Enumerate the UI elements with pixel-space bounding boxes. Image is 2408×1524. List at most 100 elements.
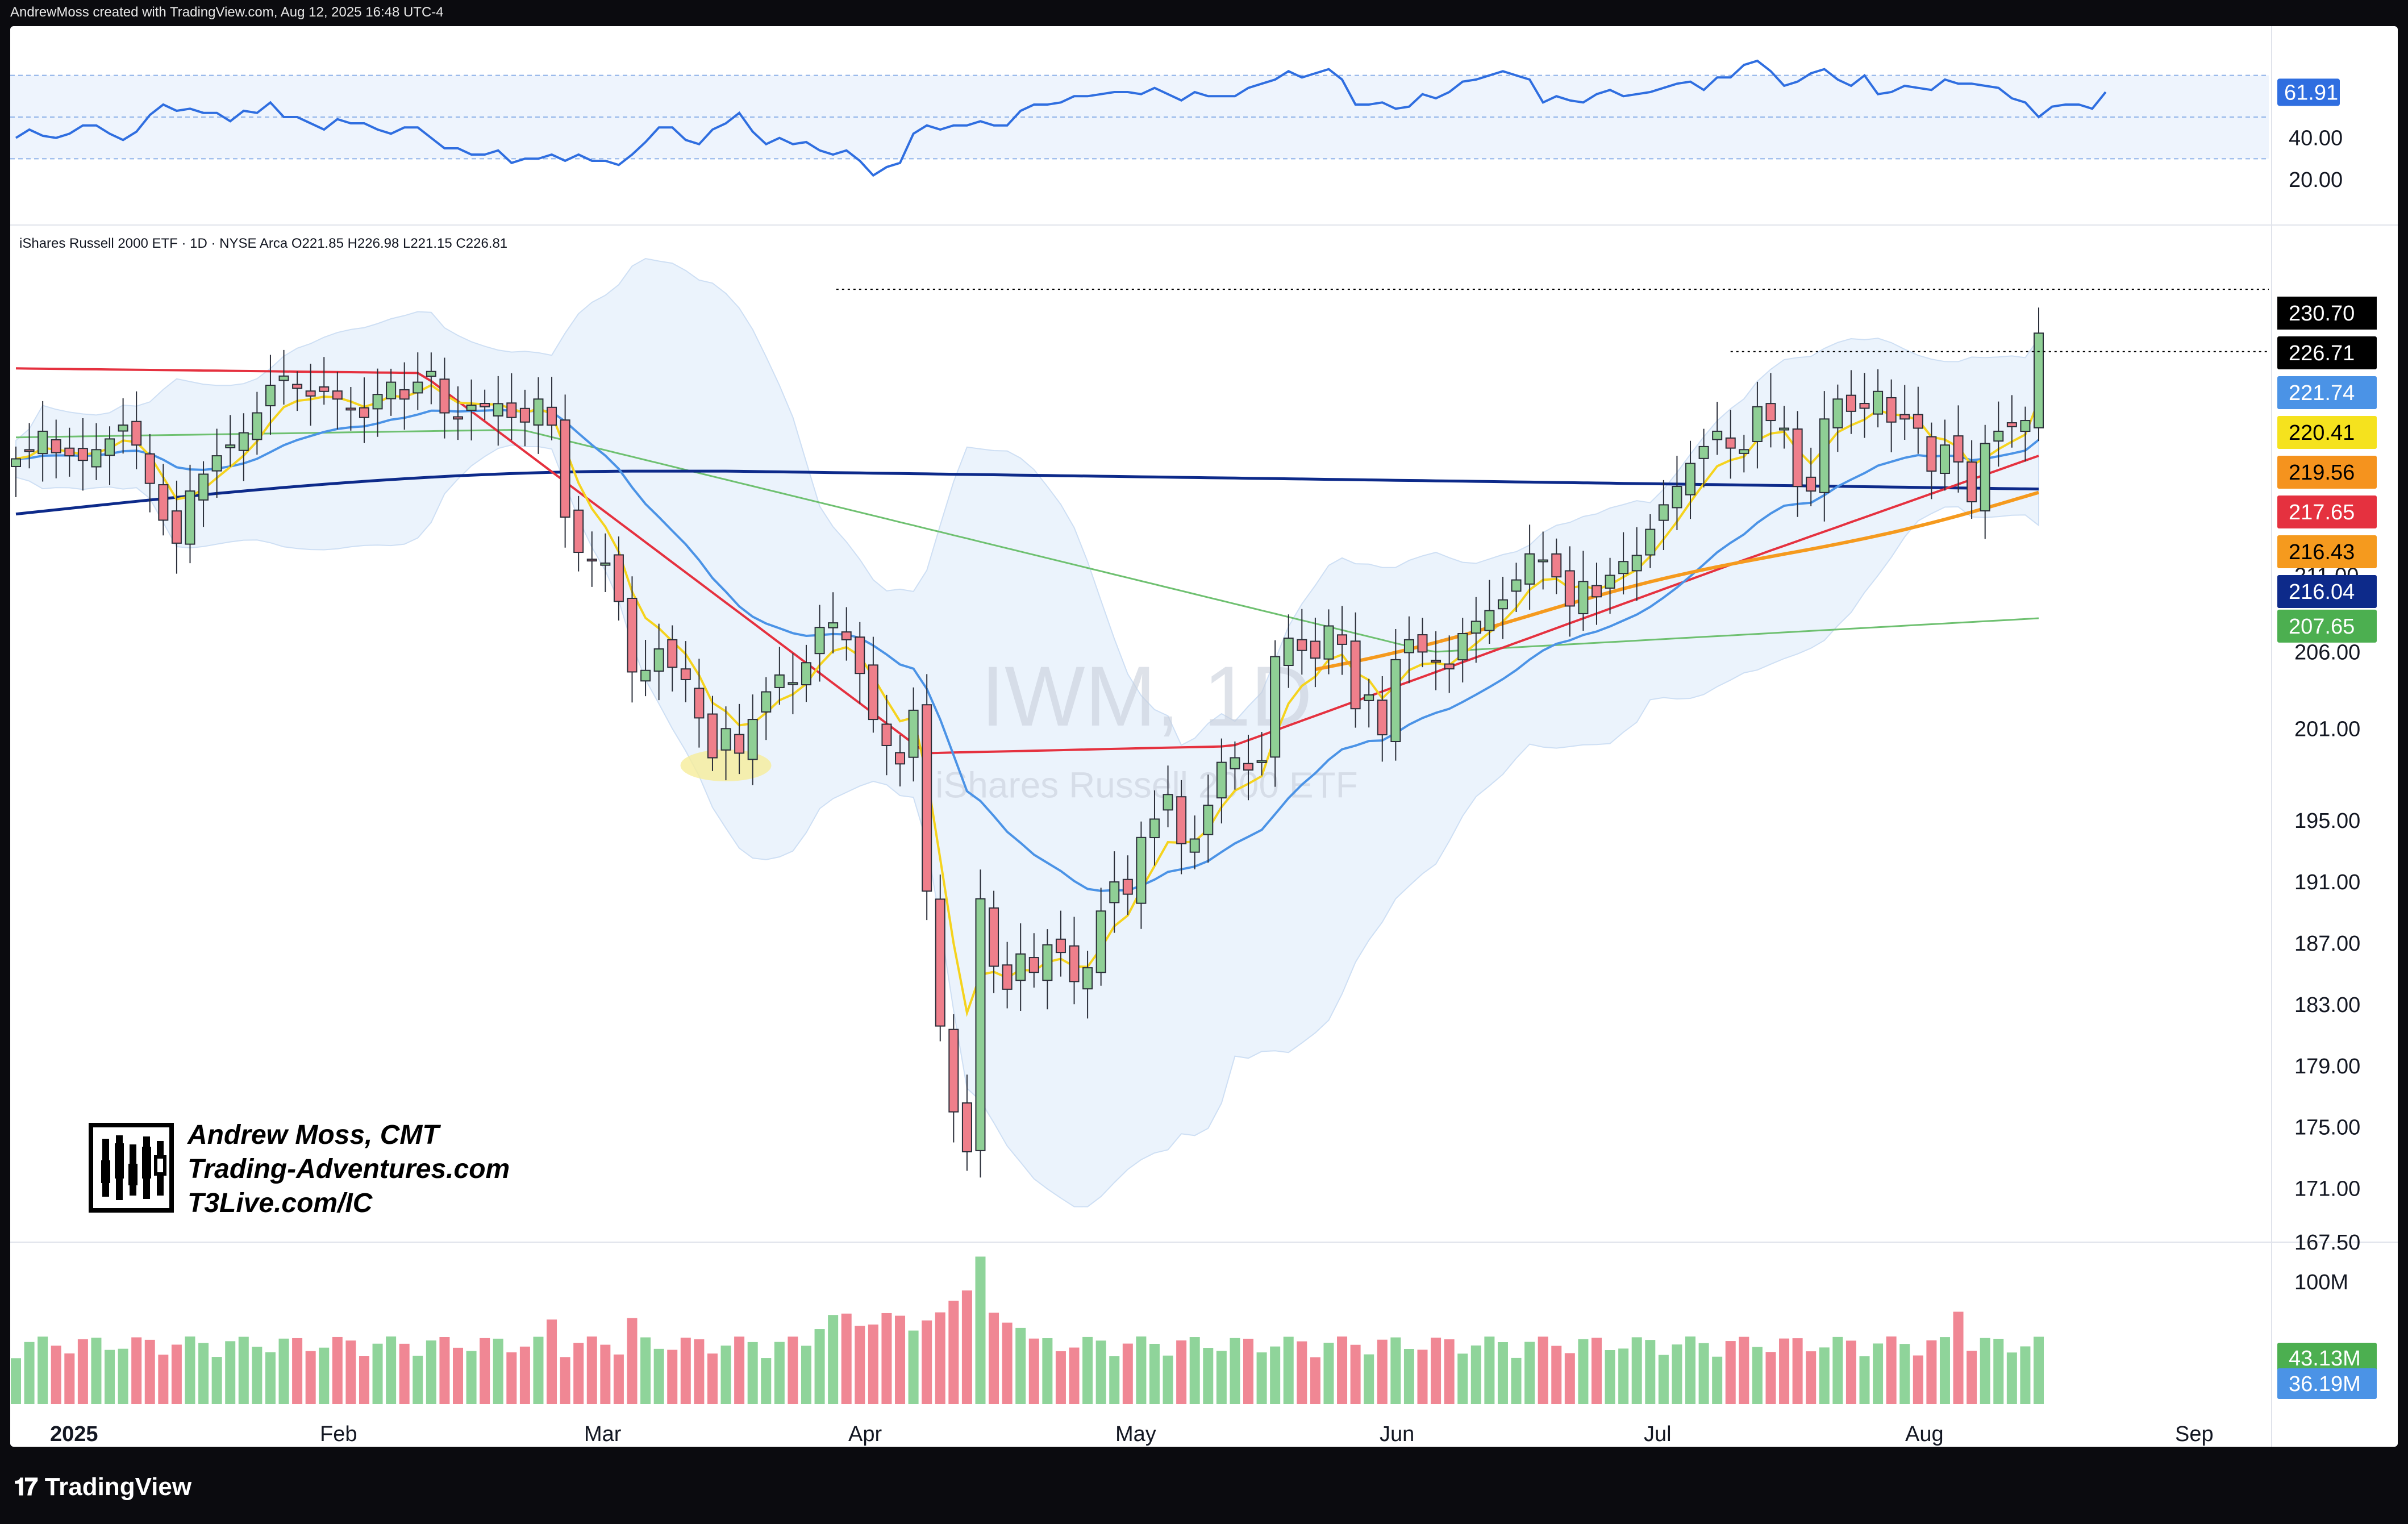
volume-bar xyxy=(292,1338,303,1404)
volume-bar xyxy=(600,1344,611,1404)
volume-bar xyxy=(547,1319,557,1404)
sma-navy-line xyxy=(15,469,2039,516)
price-tag-box xyxy=(2277,535,2377,568)
candle-body xyxy=(961,1102,972,1152)
candle-body xyxy=(1712,430,1723,440)
candle-body xyxy=(1203,805,1214,835)
volume-tag-value: 36.19M xyxy=(2289,1372,2361,1396)
volume-bar xyxy=(453,1347,464,1404)
candle-body xyxy=(144,453,155,484)
volume-bar xyxy=(868,1324,878,1404)
volume-bar xyxy=(305,1351,316,1404)
candle-body xyxy=(91,449,102,468)
volume-bar xyxy=(734,1336,745,1404)
price-tag-value: 216.43 xyxy=(2289,540,2355,564)
candle-body xyxy=(774,674,785,688)
date-axis-label: 2025 xyxy=(50,1422,98,1446)
volume-bar xyxy=(386,1336,397,1404)
volume-bar xyxy=(1712,1356,1723,1404)
price-tag-box xyxy=(2277,609,2377,643)
date-axis-label: Sep xyxy=(2175,1422,2214,1446)
volume-bar xyxy=(680,1338,691,1404)
branding-text: Andrew Moss, CMT Trading-Adventures.com … xyxy=(188,1118,510,1221)
watermark-symbol: IWM, 1D xyxy=(981,648,1312,744)
candle-body xyxy=(493,403,503,417)
volume-bar xyxy=(1230,1338,1240,1404)
candle-body xyxy=(1350,640,1361,710)
volume-bar xyxy=(828,1315,839,1404)
candle-body xyxy=(118,424,128,432)
price-tag-value: 207.65 xyxy=(2289,615,2355,639)
volume-bar xyxy=(1069,1347,1080,1404)
chart-frame[interactable]: 61.91 40.00 20.00 iShares Russell 2000 ETF … xyxy=(10,26,2398,1447)
candle-body xyxy=(480,403,490,407)
price-chart[interactable]: 61.91 40.00 20.00 iShares Russell 2000 ETF … xyxy=(10,26,2398,1447)
candle-body xyxy=(386,381,397,399)
volume-bar xyxy=(1149,1343,1160,1404)
candle-body xyxy=(640,669,651,682)
volume-bar xyxy=(506,1352,517,1404)
candle-body xyxy=(1524,553,1535,585)
candle-body xyxy=(841,631,852,640)
volume-bar xyxy=(855,1326,865,1404)
candle-body xyxy=(814,627,825,655)
candle-body xyxy=(305,390,316,397)
volume-bar xyxy=(1431,1338,1442,1404)
candle-body xyxy=(1645,528,1656,556)
candle-body xyxy=(158,484,169,521)
candles-group xyxy=(11,307,2044,1178)
candle-body xyxy=(211,455,222,472)
candle-body xyxy=(1015,953,1026,981)
price-tag-box xyxy=(2277,297,2377,330)
volume-bar xyxy=(38,1336,48,1404)
candle-body xyxy=(1457,633,1468,661)
volume-bar xyxy=(1256,1352,1267,1404)
candle-body xyxy=(1779,427,1790,431)
candle-body xyxy=(533,398,544,426)
candle-body xyxy=(1819,418,1830,493)
candle-body xyxy=(252,412,263,440)
candle-body xyxy=(1431,660,1442,663)
volume-bar xyxy=(278,1338,289,1404)
volume-bar xyxy=(332,1336,343,1404)
volume-bar xyxy=(1055,1351,1066,1404)
price-tag-value: 226.71 xyxy=(2289,342,2355,365)
candle-body xyxy=(1417,634,1428,653)
volume-bar xyxy=(1524,1342,1535,1404)
candle-body xyxy=(600,562,611,566)
candle-body xyxy=(547,406,557,426)
volume-bar xyxy=(533,1336,544,1404)
candle-body xyxy=(1444,663,1455,670)
tradingview-logo[interactable]: 𝟏𝟕 TradingView xyxy=(14,1473,191,1501)
volume-bar xyxy=(1417,1350,1428,1404)
candle-body xyxy=(413,381,423,394)
price-tag-value: 219.56 xyxy=(2289,461,2355,485)
volume-bar xyxy=(1792,1338,1803,1404)
watermark-name: iShares Russell 2000 ETF xyxy=(935,765,1357,806)
price-tag-box xyxy=(2277,456,2377,489)
rsi-current-value: 61.91 xyxy=(2284,81,2338,105)
price-tag-value: 217.65 xyxy=(2289,501,2355,524)
volume-bar xyxy=(1082,1336,1093,1404)
candle-body xyxy=(881,723,892,746)
candle-body xyxy=(1806,476,1817,492)
candle-body xyxy=(1980,443,1990,512)
volume-bar xyxy=(1364,1354,1374,1404)
candle-body xyxy=(1752,406,1763,442)
volume-bar xyxy=(707,1353,718,1404)
candle-body xyxy=(560,419,570,518)
candle-body xyxy=(1390,659,1401,743)
price-axis-label: 183.00 xyxy=(2294,993,2360,1017)
candle-body xyxy=(1484,610,1495,631)
volume-bar xyxy=(1752,1347,1763,1404)
volume-bar xyxy=(1377,1339,1388,1404)
volume-bar xyxy=(1470,1345,1481,1404)
volume-bar xyxy=(1618,1348,1629,1404)
volume-bar xyxy=(1390,1337,1401,1404)
candle-body xyxy=(225,444,236,448)
volume-bar xyxy=(761,1358,772,1404)
candle-body xyxy=(1270,656,1281,758)
candle-body xyxy=(1122,878,1133,895)
volume-bar xyxy=(975,1256,986,1404)
candle-body xyxy=(372,394,383,410)
